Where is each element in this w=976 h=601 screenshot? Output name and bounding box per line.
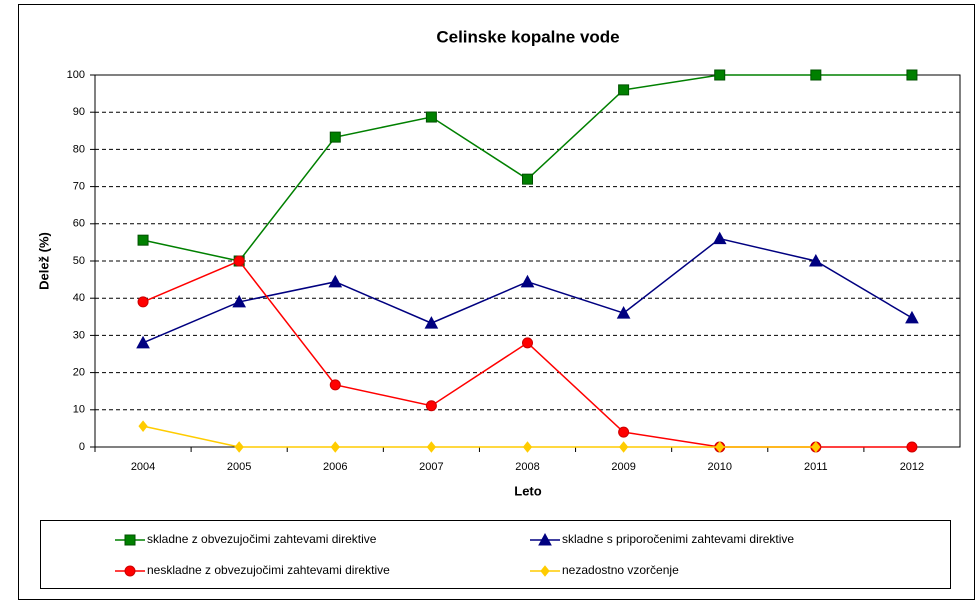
legend-label: skladne s priporočenimi zahtevami direkt… [562,532,794,546]
y-tick-label: 0 [79,441,85,453]
legend-label: nezadostno vzorčenje [562,563,679,577]
marker [520,274,535,288]
marker [905,310,919,324]
y-tick-label: 50 [73,255,85,267]
marker [715,441,725,453]
marker [714,69,726,81]
y-tick-label: 30 [73,329,85,341]
y-tick-label: 40 [73,292,85,304]
legend-marker [124,565,136,577]
x-tick-label: 2007 [419,461,443,473]
marker [329,131,341,143]
marker [618,84,630,96]
y-tick-label: 100 [67,69,85,81]
marker [137,234,149,246]
marker [424,316,439,329]
y-tick-label: 60 [73,218,85,230]
x-tick-label: 2009 [611,461,635,473]
series-line [142,425,816,448]
marker [329,379,341,391]
marker [906,69,918,81]
marker [618,426,630,438]
y-tick-label: 10 [73,404,85,416]
marker [330,441,340,453]
marker [618,441,629,453]
x-tick-label: 2005 [227,461,251,473]
marker [712,231,727,245]
x-tick-label: 2012 [900,461,924,473]
marker [136,335,150,349]
marker [522,441,533,453]
marker [425,400,437,412]
marker [425,111,437,123]
marker [232,294,247,308]
x-tick-label: 2004 [131,461,155,473]
chart-frame [18,4,975,600]
chart-title: Celinske kopalne vode [436,27,619,46]
legend-label: neskladne z obvezujočimi zahtevami direk… [147,563,390,577]
marker [808,253,823,267]
marker [138,420,148,432]
marker [234,441,244,453]
y-tick-label: 70 [73,181,85,193]
marker [426,441,437,453]
y-axis-title: Delež (%) [36,232,51,290]
legend-label: skladne z obvezujočimi zahtevami direkti… [147,532,377,546]
marker [810,69,822,81]
marker [233,255,245,267]
marker [328,274,343,288]
legend-box [40,520,951,589]
marker [522,173,533,185]
marker [616,306,631,319]
x-tick-label: 2008 [515,461,539,473]
y-tick-label: 80 [73,143,85,155]
x-tick-label: 2010 [707,461,731,473]
x-tick-label: 2011 [804,461,828,473]
y-tick-label: 90 [73,106,85,118]
marker [811,441,821,453]
legend-marker [540,565,550,577]
x-axis-title: Leto [514,483,542,498]
legend-marker [124,534,136,546]
marker [522,337,533,349]
marker [906,441,918,453]
y-tick-label: 20 [73,367,85,379]
marker [137,296,149,308]
x-tick-label: 2006 [323,461,347,473]
legend-marker [538,532,552,546]
